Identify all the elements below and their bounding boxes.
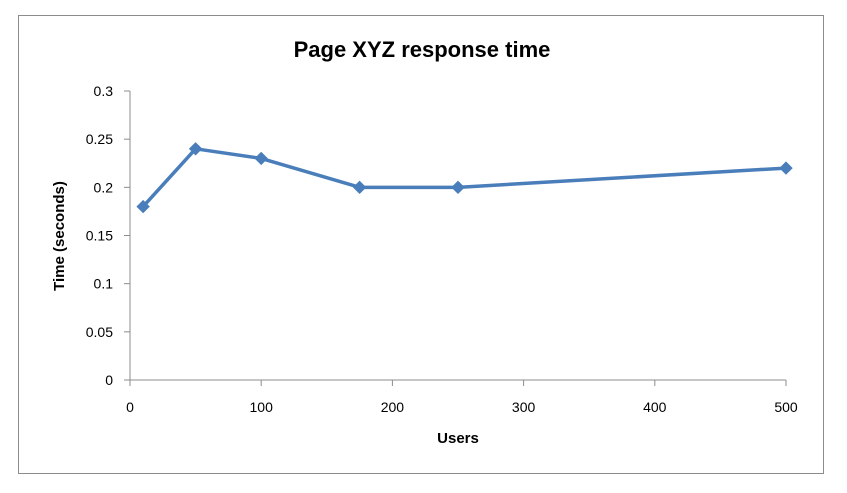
x-tick-label: 300 bbox=[512, 399, 536, 415]
series-group bbox=[136, 142, 793, 214]
x-ticks: 0 100 200 300 400 500 bbox=[126, 380, 798, 415]
y-tick-label: 0.3 bbox=[94, 83, 114, 99]
x-tick-label: 200 bbox=[381, 399, 405, 415]
y-tick-label: 0.05 bbox=[86, 324, 113, 340]
y-axis-label: Time (seconds) bbox=[51, 181, 68, 291]
y-tick-label: 0.25 bbox=[86, 131, 113, 147]
data-point-marker bbox=[136, 199, 150, 214]
x-tick-label: 400 bbox=[643, 399, 667, 415]
x-tick-label: 100 bbox=[250, 399, 274, 415]
series-line bbox=[141, 147, 787, 208]
y-tick-label: 0 bbox=[105, 372, 113, 388]
data-point-marker bbox=[779, 161, 793, 175]
y-tick-label: 0.1 bbox=[94, 276, 114, 292]
x-axis-label: Users bbox=[437, 430, 479, 447]
y-tick-label: 0.15 bbox=[86, 228, 113, 244]
data-point-marker bbox=[451, 180, 465, 195]
y-ticks: 0 0.05 0.1 0.15 0.2 0.25 0.3 bbox=[86, 83, 130, 388]
y-tick-label: 0.2 bbox=[94, 179, 114, 195]
data-point-marker bbox=[254, 151, 268, 166]
data-point-marker bbox=[188, 142, 203, 156]
data-point-marker bbox=[352, 180, 367, 195]
chart-frame bbox=[18, 15, 824, 474]
x-tick-label: 500 bbox=[774, 399, 798, 415]
x-tick-label: 0 bbox=[126, 399, 134, 415]
chart-title: Page XYZ response time bbox=[294, 37, 551, 62]
